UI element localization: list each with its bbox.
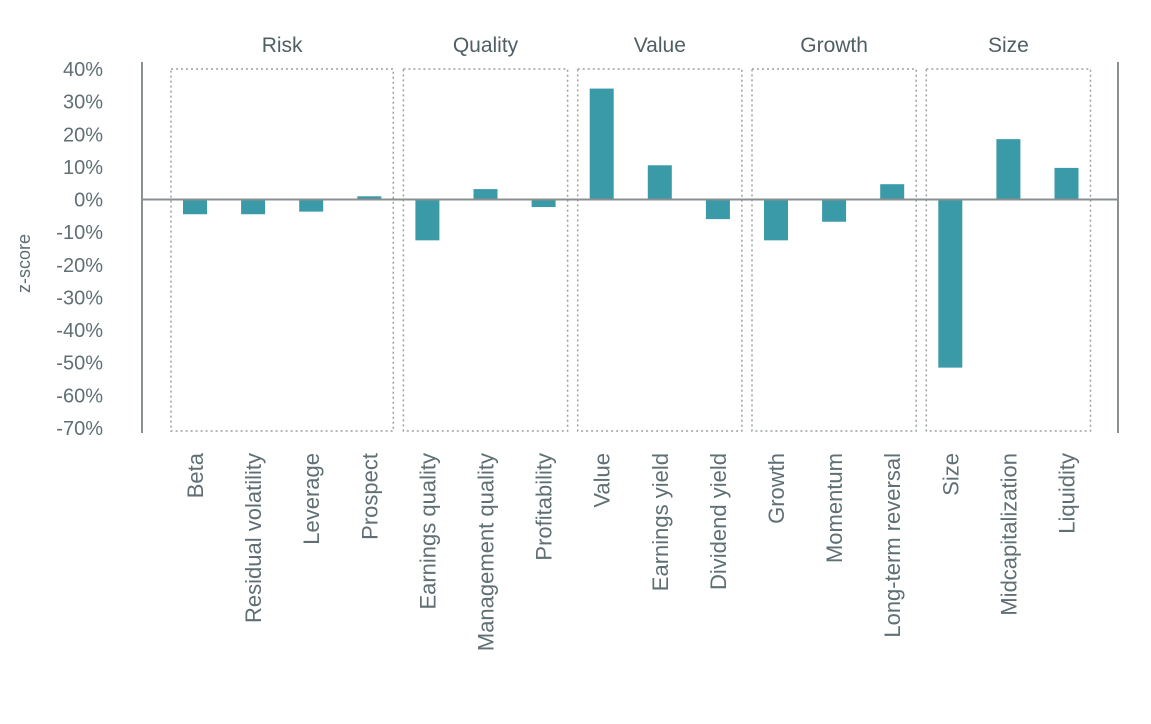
y-tick-label: 40% [63, 59, 103, 81]
bar [357, 196, 382, 200]
group-box [925, 68, 1092, 432]
y-tick-label: -30% [56, 287, 103, 309]
bar [241, 199, 266, 215]
bar [647, 165, 672, 200]
bar [880, 184, 905, 200]
group-label: Risk [262, 34, 303, 57]
y-tick-label: 10% [63, 157, 103, 179]
bars [183, 88, 1079, 368]
category-label: Earnings yield [648, 453, 673, 591]
y-tick-label: -60% [56, 385, 103, 407]
category-labels: Beta Residual volatility Leverage Prospect E… [183, 452, 1080, 651]
category-label: Size [938, 453, 963, 496]
y-tick-label: 0% [74, 190, 103, 212]
category-label: Earnings quality [415, 453, 440, 610]
y-axis-title: z-score [14, 234, 34, 293]
category-label: Momentum [822, 453, 847, 563]
bar [822, 199, 847, 222]
category-label: Beta [183, 452, 208, 498]
y-tick-label: -20% [56, 255, 103, 277]
group-box [402, 68, 569, 432]
category-label: Midcapitalization [996, 453, 1021, 616]
bar [299, 199, 324, 212]
group-label: Size [988, 34, 1029, 57]
y-tick-label: 30% [63, 92, 103, 114]
category-label: Residual volatility [241, 453, 266, 623]
category-label: Dividend yield [706, 453, 731, 590]
category-label: Management quality [474, 453, 499, 651]
y-tick-label: 20% [63, 124, 103, 146]
bar [531, 199, 556, 208]
y-tick-label: -40% [56, 320, 103, 342]
group-label: Quality [453, 34, 519, 57]
group-box [751, 68, 917, 432]
category-label: Value [590, 453, 615, 508]
category-label: Long-term reversal [880, 453, 905, 638]
group-box [170, 68, 395, 432]
category-label: Prospect [357, 453, 382, 540]
category-label: Growth [764, 453, 789, 524]
category-label: Profitability [532, 453, 557, 561]
category-label: Liquidity [1055, 453, 1080, 534]
y-tick-label: -10% [56, 222, 103, 244]
bar [996, 139, 1021, 200]
bar [183, 199, 207, 215]
y-axis-ticks: 40% 30% 20% 10% 0% -10% -20% -30% -40% -50% -60% -7… [56, 59, 103, 440]
category-label: Leverage [299, 453, 324, 545]
group-boxes [170, 68, 1092, 432]
group-box [576, 68, 743, 432]
group-label: Value [634, 34, 686, 57]
group-label: Growth [800, 34, 868, 57]
group-labels: Risk Quality Value Growth Size [262, 34, 1029, 57]
bar [1054, 167, 1079, 200]
bar [938, 199, 963, 368]
bar [415, 199, 440, 241]
bar [764, 199, 788, 241]
bar [705, 199, 730, 220]
y-tick-label: -70% [56, 418, 103, 440]
bar [473, 189, 498, 200]
bar [589, 88, 614, 200]
y-tick-label: -50% [56, 353, 103, 375]
